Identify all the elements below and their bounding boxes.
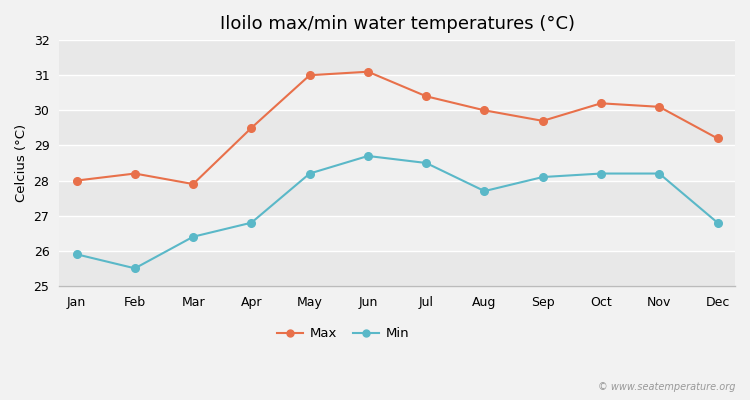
- Max: [72, 178, 81, 183]
- Max: [422, 94, 430, 99]
- Min: [480, 189, 489, 194]
- Min: [72, 252, 81, 257]
- Title: Iloilo max/min water temperatures (°C): Iloilo max/min water temperatures (°C): [220, 15, 574, 33]
- Max: [305, 73, 314, 78]
- Max: [189, 182, 198, 186]
- Text: © www.seatemperature.org: © www.seatemperature.org: [598, 382, 735, 392]
- Bar: [59, 40, 735, 75]
- Min: [130, 266, 140, 271]
- Line: Max: Max: [73, 68, 722, 188]
- Max: [480, 108, 489, 113]
- Max: [655, 104, 664, 109]
- Max: [713, 136, 722, 141]
- Y-axis label: Celcius (°C): Celcius (°C): [15, 124, 28, 202]
- Max: [364, 69, 373, 74]
- Max: [130, 171, 140, 176]
- Bar: [59, 110, 735, 146]
- Min: [538, 175, 548, 180]
- Max: [596, 101, 605, 106]
- Bar: [59, 146, 735, 180]
- Bar: [59, 251, 735, 286]
- Max: [538, 118, 548, 123]
- Min: [655, 171, 664, 176]
- Min: [596, 171, 605, 176]
- Min: [189, 234, 198, 239]
- Max: [247, 126, 256, 130]
- Bar: [59, 75, 735, 110]
- Bar: [59, 180, 735, 216]
- Min: [713, 220, 722, 225]
- Line: Min: Min: [73, 152, 722, 272]
- Legend: Max, Min: Max, Min: [272, 322, 415, 346]
- Min: [247, 220, 256, 225]
- Min: [364, 154, 373, 158]
- Bar: [59, 216, 735, 251]
- Min: [305, 171, 314, 176]
- Min: [422, 160, 430, 165]
